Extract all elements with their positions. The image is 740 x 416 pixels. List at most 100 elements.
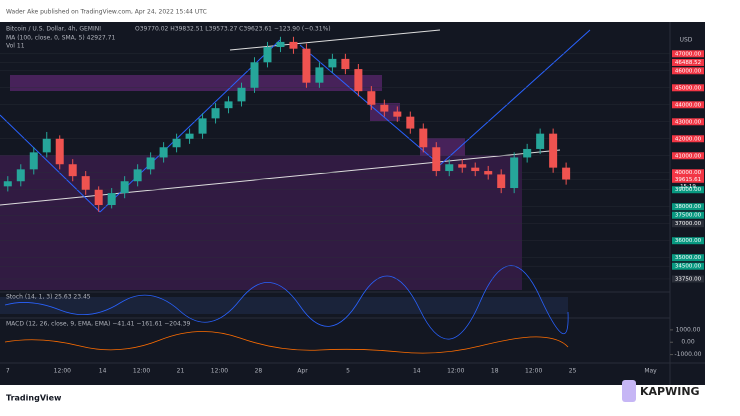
candle-body — [393, 111, 402, 117]
tick-box — [672, 262, 704, 270]
tick-box — [672, 169, 704, 177]
indicator: Vol 11 — [6, 43, 25, 50]
candle-body — [510, 157, 519, 189]
candle-body — [263, 46, 272, 63]
stoch-label: Stoch (14, 1, 3) 25.63 23.45 — [6, 294, 91, 301]
x-tick-label: 25 — [569, 368, 577, 375]
tick-box — [672, 275, 704, 283]
y-tick-label: 44000.00 — [675, 102, 702, 108]
y-tick-label: 37500.00 — [675, 213, 702, 219]
ohlc-readout: O39770.02 H39832.51 L39573.27 C39623.61 … — [135, 26, 331, 33]
candle-body — [367, 91, 376, 105]
candle-body — [302, 48, 311, 83]
candle-body — [120, 181, 129, 194]
candle-body — [16, 169, 25, 182]
candle-body — [380, 104, 389, 112]
candle-body — [549, 133, 558, 168]
candle-body — [497, 174, 506, 189]
tick-box — [672, 135, 704, 143]
trendline — [99, 39, 281, 213]
chart-title: Bitcoin / U.S. Dollar, 4h, GEMINI — [6, 26, 101, 33]
y-tick-label: 47000.00 — [675, 51, 702, 57]
tick-box — [672, 203, 704, 211]
trendline — [299, 44, 441, 166]
candle-body — [276, 41, 285, 47]
y-tick-label: 35000.00 — [675, 255, 702, 261]
y-tick-label: 46488.52 — [675, 60, 701, 66]
countdown: 15:19 — [680, 184, 696, 190]
candle-body — [237, 87, 246, 102]
mascot — [622, 380, 636, 402]
candle-body — [68, 164, 77, 177]
y-tick-label: 34500.00 — [675, 264, 702, 270]
trendline — [439, 29, 591, 166]
candle-body — [328, 58, 337, 68]
candle-body — [133, 169, 142, 182]
y-tick-label: 46000.00 — [675, 68, 702, 74]
macd-label: MACD (12, 26, close, 9, EMA, EMA) −41.41… — [6, 321, 190, 328]
y-tick-label: 36000.00 — [675, 238, 702, 244]
x-tick-label: 5 — [346, 368, 350, 375]
candle-body — [211, 108, 220, 119]
x-tick-label: 14 — [99, 368, 107, 375]
tick-box — [672, 211, 704, 219]
candle-body — [406, 116, 415, 129]
tick-box — [672, 186, 704, 194]
candle-body — [3, 181, 12, 187]
y-tick-label: 40000.00 — [675, 170, 702, 176]
candle-body — [198, 118, 207, 134]
candle-body — [81, 176, 90, 190]
trendline — [0, 114, 101, 213]
x-tick-label: 14 — [413, 368, 421, 375]
x-tick-label: 12:00 — [525, 368, 542, 375]
currency: USD — [680, 37, 693, 44]
candle-body — [315, 67, 324, 83]
y-tick-label: 38000.00 — [675, 204, 702, 210]
candle-body — [523, 148, 532, 158]
y-tick-label: 39615.61 — [675, 177, 701, 183]
candle-body — [185, 133, 194, 139]
tick-box — [672, 84, 704, 92]
candle-body — [55, 138, 64, 165]
tick-box — [672, 152, 704, 160]
tick-box — [672, 101, 704, 109]
y-tick-label: 33750.00 — [675, 276, 702, 282]
x-tick-label: 7 — [6, 368, 10, 375]
y-tick-label: 39000.00 — [675, 187, 702, 193]
indicator: MA (100, close, 0, SMA, 5) 42927.71 — [6, 35, 115, 42]
zone — [420, 138, 465, 156]
macd-tick-label: 1000.00 — [676, 326, 701, 333]
x-tick-label: 12:00 — [133, 368, 150, 375]
macd-tick-label: 0.00 — [681, 339, 695, 346]
x-tick-label: 21 — [177, 368, 185, 375]
stoch-band — [0, 297, 568, 314]
watermark: KAPWING — [640, 385, 700, 398]
tick-box — [672, 254, 704, 262]
candle-body — [107, 193, 116, 206]
tick-box — [672, 237, 704, 245]
x-tick-label: 12:00 — [447, 368, 464, 375]
candle-body — [471, 167, 480, 172]
tick-box — [672, 118, 704, 126]
tick-box — [672, 175, 704, 183]
x-tick-label: 18 — [491, 368, 499, 375]
macd-tick-label: -1000.00 — [675, 351, 702, 358]
zone — [370, 103, 400, 121]
candle-body — [250, 62, 259, 88]
x-tick-label: 28 — [255, 368, 263, 375]
stoch-line — [4, 265, 569, 340]
macd-line — [4, 331, 569, 354]
tick-box — [672, 50, 704, 58]
x-tick-label: 12:00 — [54, 368, 71, 375]
x-tick-label: Apr — [297, 368, 308, 375]
publisher: Wader Ake published on TradingView.com, … — [6, 9, 207, 16]
tick-box — [672, 67, 704, 75]
trendline — [229, 29, 441, 51]
zone — [0, 155, 522, 290]
candle-body — [289, 41, 298, 49]
logo: TradingView — [6, 394, 62, 403]
candle-body — [29, 152, 38, 170]
y-tick-label: 37000.00 — [675, 221, 702, 227]
y-tick-label: 45000.00 — [675, 85, 702, 91]
